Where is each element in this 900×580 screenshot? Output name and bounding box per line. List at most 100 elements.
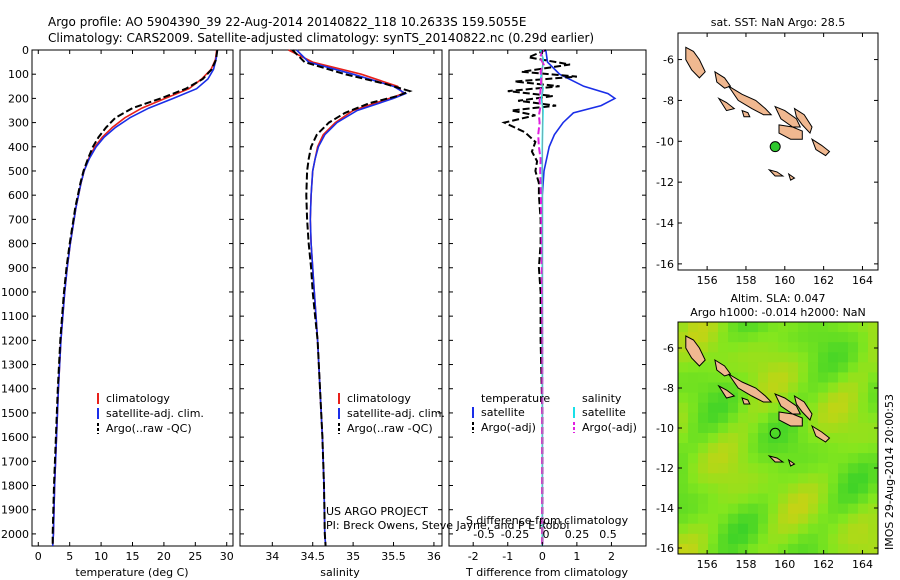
y-tick-label: 0 bbox=[22, 44, 29, 57]
sla-cell bbox=[698, 453, 709, 464]
sla-cell bbox=[748, 372, 759, 383]
sla-cell bbox=[828, 493, 839, 505]
sla-cell bbox=[708, 412, 719, 424]
sla-cell bbox=[748, 483, 759, 494]
sla-cell bbox=[688, 453, 699, 464]
sla-cell bbox=[828, 382, 839, 394]
sla-cell bbox=[708, 382, 719, 394]
sla-cell bbox=[848, 493, 859, 505]
sla-cell bbox=[798, 433, 809, 444]
sla-cell bbox=[758, 342, 769, 353]
sla-cell bbox=[788, 503, 799, 515]
imos-timestamp: IMOS 29-Aug-2014 20:00:53 bbox=[883, 394, 896, 550]
sla-cell bbox=[768, 372, 779, 383]
sla-cell bbox=[808, 453, 819, 464]
sla-cell bbox=[818, 332, 829, 343]
sla-cell bbox=[728, 523, 739, 535]
island bbox=[728, 85, 773, 116]
sla-cell bbox=[858, 523, 869, 535]
sla-cell bbox=[728, 513, 739, 525]
sla-cell bbox=[758, 352, 769, 363]
sla-cell bbox=[788, 422, 799, 434]
sla-cell bbox=[768, 412, 779, 424]
sla-cell bbox=[818, 382, 829, 394]
sla-cell bbox=[868, 332, 879, 343]
sla-cell bbox=[838, 422, 849, 434]
island bbox=[787, 458, 796, 467]
sla-cell bbox=[848, 332, 859, 343]
sla-map-title-1: Altim. SLA: 0.047 bbox=[730, 292, 825, 305]
sla-cell bbox=[798, 392, 809, 404]
sla-cell bbox=[828, 362, 839, 373]
sla-cell bbox=[798, 443, 809, 454]
sla-cell bbox=[708, 362, 719, 373]
sla-cell bbox=[698, 402, 709, 414]
sla-cell bbox=[708, 443, 719, 454]
sla-cell bbox=[778, 543, 789, 555]
map-y-tick-label: -6 bbox=[663, 342, 674, 355]
sla-cell bbox=[808, 443, 819, 454]
sst-map-background bbox=[678, 33, 878, 270]
x-top-tick-label: 0 bbox=[543, 528, 550, 541]
sla-cell bbox=[788, 543, 799, 555]
sla-cell bbox=[838, 412, 849, 424]
sla-cell bbox=[698, 543, 709, 555]
sla-cell bbox=[848, 352, 859, 363]
sla-cell bbox=[828, 513, 839, 525]
sla-cell bbox=[698, 443, 709, 454]
sla-cell bbox=[848, 433, 859, 444]
sla-cell bbox=[848, 412, 859, 424]
sla-cell bbox=[748, 362, 759, 373]
sla-cell bbox=[808, 543, 819, 555]
argo-position-marker-sla bbox=[769, 427, 781, 439]
sla-cell bbox=[718, 412, 729, 424]
sla-cell bbox=[748, 352, 759, 363]
sla-cell bbox=[728, 322, 739, 333]
sla-cell bbox=[738, 322, 749, 333]
sla-cell bbox=[788, 372, 799, 383]
sla-cell bbox=[688, 422, 699, 434]
sla-cell bbox=[678, 402, 689, 414]
sla-cell bbox=[778, 362, 789, 373]
sla-cell bbox=[748, 433, 759, 444]
sla-cell bbox=[788, 493, 799, 505]
sla-cell bbox=[768, 493, 779, 505]
sla-cell bbox=[758, 523, 769, 535]
sla-cell bbox=[808, 433, 819, 444]
sla-cell bbox=[848, 422, 859, 434]
sla-cell bbox=[798, 493, 809, 505]
sla-cell bbox=[708, 493, 719, 505]
sla-cell bbox=[828, 443, 839, 454]
sla-cell bbox=[688, 543, 699, 555]
map-y-tick-label: -14 bbox=[656, 502, 674, 515]
legend-label: Argo(..raw -QC) bbox=[347, 422, 433, 435]
sla-cell bbox=[738, 342, 749, 353]
sla-cell bbox=[828, 332, 839, 343]
island bbox=[767, 455, 785, 463]
sla-cell bbox=[758, 412, 769, 424]
y-tick-label: 1000 bbox=[1, 286, 29, 299]
sla-cell bbox=[698, 412, 709, 424]
sla-cell bbox=[748, 533, 759, 545]
sla-cell bbox=[788, 443, 799, 454]
sla-cell bbox=[868, 422, 879, 434]
sla-cell bbox=[698, 422, 709, 434]
y-tick-label: 1600 bbox=[1, 431, 29, 444]
sla-cell bbox=[758, 402, 769, 414]
sla-cell bbox=[758, 453, 769, 464]
series-argo-raw-qc- bbox=[291, 49, 413, 547]
sla-cell bbox=[708, 433, 719, 444]
y-tick-label: 1900 bbox=[1, 504, 29, 517]
sla-cell bbox=[688, 533, 699, 545]
sla-cell bbox=[778, 342, 789, 353]
sla-cell bbox=[768, 322, 779, 333]
sla-cell bbox=[848, 543, 859, 555]
map-x-tick-label: 164 bbox=[852, 558, 873, 571]
sla-cell bbox=[798, 352, 809, 363]
sla-cell bbox=[868, 473, 879, 484]
sla-cell bbox=[868, 392, 879, 404]
series-climatology bbox=[51, 49, 218, 547]
island bbox=[810, 424, 831, 443]
sla-cell bbox=[808, 392, 819, 404]
sla-cell bbox=[718, 453, 729, 464]
